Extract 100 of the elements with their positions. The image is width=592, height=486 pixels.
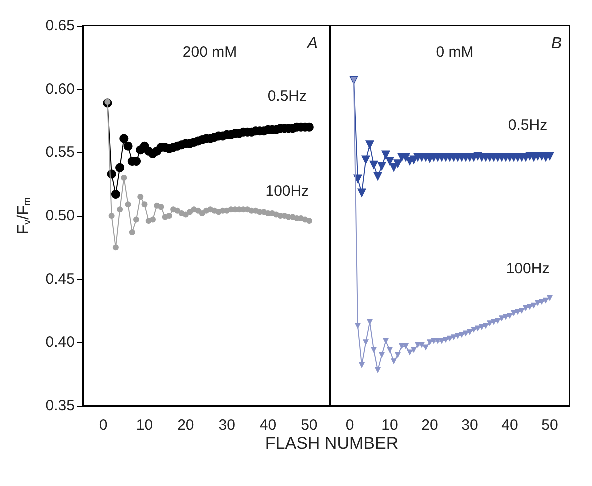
- point: [117, 206, 124, 213]
- x-tick-label: 0: [346, 417, 354, 434]
- x-tick-label: 10: [136, 417, 154, 434]
- point: [387, 347, 393, 354]
- point: [363, 340, 369, 346]
- point: [411, 347, 417, 354]
- x-tick-label: 20: [422, 417, 438, 434]
- text: 200 mM: [182, 44, 238, 61]
- x-tick-label: 30: [462, 417, 478, 434]
- x-tick-label: 50: [301, 417, 318, 434]
- point: [386, 157, 394, 166]
- point: [108, 213, 115, 219]
- point: [479, 324, 485, 330]
- point: [423, 344, 429, 351]
- point: [104, 99, 111, 105]
- point: [395, 352, 401, 358]
- point: [439, 338, 445, 344]
- point: [511, 310, 517, 317]
- annotation: B: [551, 36, 562, 52]
- point: [116, 163, 125, 172]
- point: [125, 202, 132, 208]
- point: [515, 309, 521, 316]
- point: [362, 156, 370, 165]
- point: [111, 190, 120, 199]
- point: [519, 308, 525, 314]
- point: [527, 304, 533, 310]
- point: [495, 318, 501, 324]
- y-tick-label: 0.50: [46, 208, 75, 224]
- point: [142, 202, 148, 208]
- point: [355, 323, 361, 330]
- point: [475, 326, 481, 332]
- point: [507, 313, 513, 320]
- point: [503, 314, 509, 320]
- point: [427, 340, 433, 346]
- point: [174, 208, 181, 214]
- point: [539, 299, 545, 306]
- y-tick-label: 0.35: [46, 398, 75, 414]
- y-tick-label: 0.65: [46, 18, 75, 34]
- point: [382, 150, 390, 160]
- series-label: 0.5Hz: [508, 116, 548, 134]
- point: [121, 175, 128, 181]
- point: [499, 316, 505, 322]
- x-tick-label: 30: [218, 417, 236, 434]
- point: [166, 213, 172, 219]
- series-label: 100Hz: [266, 183, 310, 200]
- y-tick-label: 0.60: [46, 80, 75, 98]
- point: [374, 172, 382, 182]
- point: [419, 342, 425, 348]
- point: [378, 162, 386, 172]
- y-tick-label: 0.55: [46, 144, 75, 162]
- y-tick-label: 0.45: [46, 270, 75, 288]
- point: [306, 218, 312, 224]
- point: [375, 368, 381, 374]
- point: [463, 330, 469, 337]
- point: [531, 302, 537, 309]
- point: [371, 347, 377, 354]
- point: [447, 336, 453, 342]
- point: [124, 142, 133, 151]
- point: [358, 188, 366, 198]
- y-axis-title: Fv/Fm: [16, 197, 34, 235]
- point: [150, 216, 156, 223]
- x-tick-label: 40: [502, 417, 518, 434]
- y-tick-label: 0.40: [46, 334, 75, 352]
- text: 0 mM: [436, 44, 474, 61]
- annotation: A: [306, 36, 318, 52]
- series-label: 100Hz: [506, 260, 550, 278]
- x-axis-title: FLASH NUMBER: [264, 434, 400, 454]
- point: [546, 152, 554, 161]
- point: [158, 204, 164, 210]
- point: [134, 216, 140, 223]
- point: [379, 352, 385, 358]
- point: [383, 338, 389, 344]
- point: [129, 229, 136, 236]
- point: [535, 300, 541, 306]
- point: [483, 323, 489, 330]
- point: [354, 174, 362, 184]
- point: [455, 333, 461, 340]
- point: [491, 319, 497, 326]
- point: [370, 160, 378, 170]
- point: [467, 330, 473, 336]
- x-tick-label: 0: [99, 417, 108, 434]
- point: [543, 298, 549, 304]
- point: [366, 140, 374, 150]
- point: [407, 350, 413, 356]
- point: [443, 337, 449, 344]
- point: [120, 134, 129, 144]
- x-tick-label: 20: [178, 417, 194, 434]
- point: [451, 334, 457, 341]
- x-tick-label: 10: [382, 417, 398, 434]
- point: [547, 295, 553, 302]
- point: [391, 358, 397, 365]
- point: [487, 320, 493, 327]
- point: [471, 327, 477, 333]
- point: [459, 332, 465, 338]
- x-tick-label: 50: [542, 417, 558, 434]
- point: [523, 305, 529, 312]
- x-tick-label: 40: [260, 417, 277, 434]
- point: [359, 362, 365, 368]
- series-label: 0.5Hz: [268, 88, 308, 105]
- point: [394, 160, 402, 169]
